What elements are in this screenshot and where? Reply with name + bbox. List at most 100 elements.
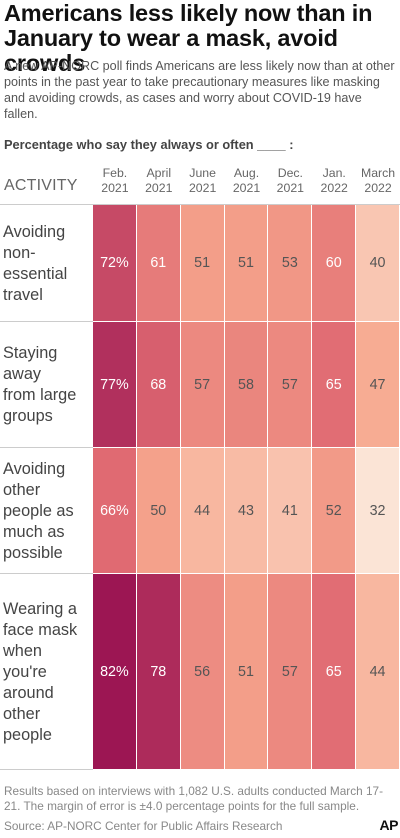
column-header-line: Feb. [102,166,128,180]
cell-value-label: 65 [325,376,342,393]
row-label-line: other [3,704,41,723]
cell-value-label: 57 [281,376,298,393]
column-header-line: 2021 [145,181,173,195]
cell-value-label: 78 [150,663,167,680]
column-header: March 2022 [355,166,400,196]
row-separator [0,321,93,322]
cell-value-label: 43 [238,502,254,519]
ap-logo: AP [379,817,399,833]
heatmap-cell: 78 [136,574,180,769]
cell-value-label: 51 [194,255,211,271]
heatmap-cell: 50 [136,448,180,573]
column-header: Jan. 2022 [311,166,357,196]
heatmap-cell: 44 [356,574,399,769]
heatmap-cell: 44 [180,448,224,573]
column-header-line: Aug. [233,166,260,180]
row-label-line: possible [3,543,63,562]
row-separator [0,447,93,448]
heatmap-cell: 41 [268,448,312,573]
heatmap-cell: 51 [180,205,224,321]
row-label-line: Avoiding [3,459,66,478]
column-header-line: 2021 [276,181,305,195]
cell-value-label: 52 [325,502,342,519]
row-label-line: away [3,365,42,383]
column-header-line: April [146,166,172,180]
heatmap-cell: 56 [180,574,224,769]
row-label-line: Staying [3,344,58,362]
cell-value-label: 58 [238,376,254,393]
heatmap-cell: 60 [312,205,356,321]
heatmap-cell: 65 [312,574,356,769]
row-label-line: when [3,641,42,660]
column-header-line: 2022 [364,181,392,195]
cell-value-label: 57 [194,376,211,393]
row-label: Staying away from large groups [3,343,93,427]
cell-value-label: 41 [281,502,298,519]
column-header-line: 2021 [101,181,129,195]
column-header-line: 2021 [188,181,217,195]
cell-value-label: 72% [100,255,129,271]
column-header-line: June [189,166,216,180]
heatmap-cell: 47 [356,322,399,447]
chart-subtitle: A new AP-NORC poll finds Americans are l… [4,59,395,121]
column-header-line: Dec. [277,166,303,180]
column-header-line: March [360,166,396,180]
heatmap-cell: 82% [93,574,136,769]
row-label-line: much as [3,522,65,541]
heatmap-row: Wearing a face mask when you're around other p… [0,574,400,770]
row-separator [0,769,93,770]
cell-value-label: 51 [238,255,254,271]
chart-title: Americans less likely now than in Januar… [4,0,373,76]
heatmap-row: Avoiding non-essential travel 72% 61 51 51 53 60… [0,205,400,322]
heatmap-cell: 32 [356,448,399,573]
row-label: Wearing a face mask when you're around other p… [3,599,93,746]
cell-value-label: 50 [150,502,167,519]
column-header-row: ACTIVITY Feb. 2021 April 2021 June 2021 Aug. 20… [0,160,400,204]
row-label: Avoiding other people as much as possible [3,459,93,564]
heatmap-cell: 51 [224,574,268,769]
cell-value-label: 44 [194,502,211,519]
source-credit: Source: AP-NORC Center for Public Affair… [4,819,283,833]
cell-value-label: 56 [194,663,211,680]
heatmap-cell: 58 [224,322,268,447]
heatmap-cell: 66% [93,448,136,573]
row-label-line: people as [3,501,74,520]
heatmap-row: Staying away from large groups 77% 68 57 58 57 65… [0,322,400,448]
cell-value-label: 60 [325,255,342,271]
heatmap-cell: 57 [268,574,312,769]
footnote: Results based on interviews with 1,082 U… [4,784,384,813]
cell-value-label: 51 [238,663,254,680]
cell-value-label: 44 [369,663,386,680]
heatmap-row: Avoiding other people as much as possible 66%… [0,448,400,574]
column-header-line: Jan. [322,166,346,180]
row-label-line: travel [3,285,43,304]
column-header: June 2021 [180,166,226,196]
column-header: Aug. 2021 [224,166,270,196]
row-label-line: non- [3,243,36,262]
column-header: Dec. 2021 [267,166,313,196]
heatmap-cell: 65 [312,322,356,447]
column-header-line: 2021 [232,181,261,195]
column-header-line: 2022 [320,181,348,195]
heatmap-cell: 43 [224,448,268,573]
heatmap-cell: 61 [136,205,180,321]
heatmap-cell: 53 [268,205,312,321]
activity-column-header: ACTIVITY [4,177,78,194]
row-label-line: from large [3,386,77,404]
row-separator [0,573,93,574]
cell-value-label: 57 [281,663,298,680]
heatmap-cell: 52 [312,448,356,573]
heatmap-cell: 40 [356,205,399,321]
heatmap-cell: 72% [93,205,136,321]
cell-value-label: 32 [369,502,386,519]
row-label-line: face mask [3,620,78,639]
row-label-line: other [3,480,41,499]
row-label-line: Avoiding [3,222,66,241]
header-separator [0,204,400,205]
column-header: Feb. 2021 [92,166,138,196]
row-label-line: people [3,725,52,744]
heatmap-cell: 51 [224,205,268,321]
cell-value-label: 68 [150,376,167,393]
row-label-line: groups [3,407,53,425]
heatmap-cell: 57 [180,322,224,447]
